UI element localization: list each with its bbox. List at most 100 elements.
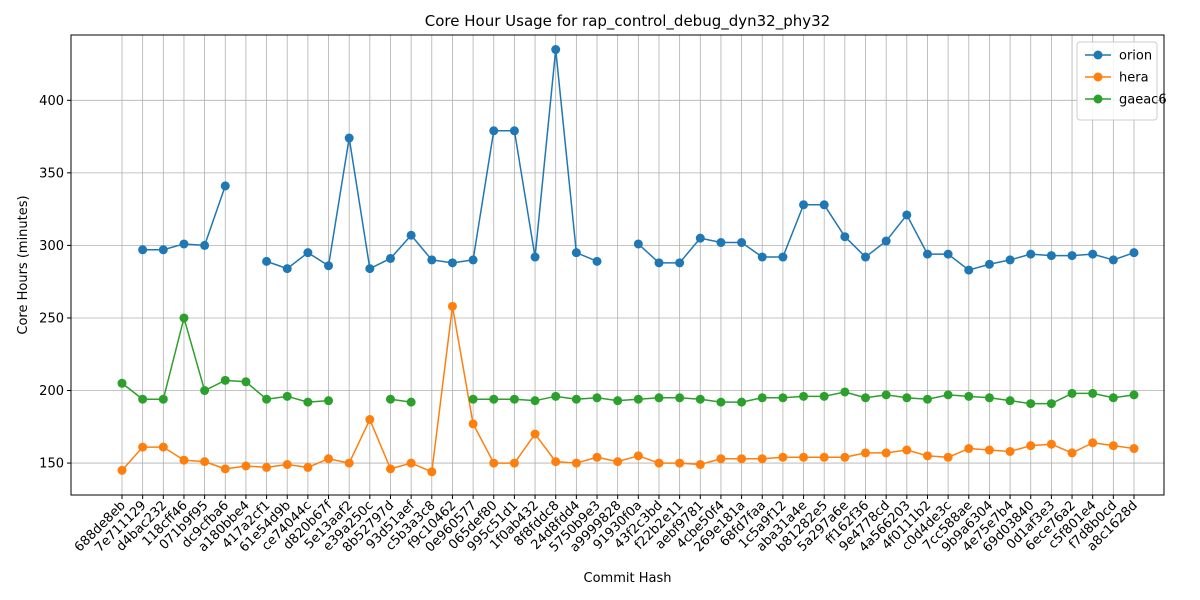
- data-point-gaeac6: [819, 391, 829, 401]
- data-point-orion: [819, 200, 829, 210]
- data-point-gaeac6: [385, 394, 395, 404]
- data-point-orion: [551, 45, 561, 55]
- data-point-hera: [881, 448, 891, 458]
- data-point-gaeac6: [262, 394, 272, 404]
- data-point-hera: [262, 462, 272, 472]
- y-tick-label: 250: [39, 311, 64, 326]
- data-point-hera: [138, 442, 148, 452]
- data-point-gaeac6: [1108, 393, 1118, 403]
- data-point-hera: [1088, 438, 1098, 448]
- data-point-hera: [179, 455, 189, 465]
- data-point-gaeac6: [551, 391, 561, 401]
- y-tick-label: 200: [39, 384, 64, 399]
- data-point-hera: [675, 458, 685, 468]
- data-point-orion: [489, 126, 499, 136]
- data-point-orion: [757, 252, 767, 262]
- legend-marker-orion: [1093, 50, 1103, 60]
- data-point-gaeac6: [654, 393, 664, 403]
- data-point-gaeac6: [1067, 388, 1077, 398]
- data-point-gaeac6: [799, 391, 809, 401]
- data-point-hera: [551, 457, 561, 467]
- data-point-orion: [1129, 248, 1139, 258]
- data-point-hera: [489, 458, 499, 468]
- data-point-hera: [613, 457, 623, 467]
- data-point-orion: [200, 240, 210, 250]
- data-point-gaeac6: [138, 394, 148, 404]
- data-point-hera: [117, 465, 127, 475]
- data-point-gaeac6: [489, 394, 499, 404]
- data-point-hera: [158, 442, 168, 452]
- data-point-gaeac6: [509, 394, 519, 404]
- data-point-gaeac6: [757, 393, 767, 403]
- data-point-orion: [902, 210, 912, 220]
- data-point-hera: [695, 460, 705, 470]
- data-point-orion: [138, 245, 148, 255]
- data-point-hera: [922, 451, 932, 461]
- data-point-hera: [241, 461, 251, 471]
- data-point-hera: [654, 458, 664, 468]
- data-point-hera: [365, 415, 375, 425]
- data-point-orion: [881, 236, 891, 246]
- data-point-orion: [158, 245, 168, 255]
- data-point-gaeac6: [861, 393, 871, 403]
- data-point-gaeac6: [840, 387, 850, 397]
- data-point-orion: [654, 258, 664, 268]
- data-point-hera: [902, 445, 912, 455]
- data-point-orion: [1088, 249, 1098, 259]
- data-point-gaeac6: [530, 396, 540, 406]
- data-point-hera: [757, 454, 767, 464]
- data-point-orion: [282, 264, 292, 274]
- data-point-orion: [344, 133, 354, 143]
- data-point-orion: [1046, 251, 1056, 261]
- data-point-gaeac6: [324, 396, 334, 406]
- data-point-gaeac6: [778, 393, 788, 403]
- data-point-orion: [303, 248, 313, 258]
- data-point-hera: [571, 458, 581, 468]
- data-point-orion: [179, 239, 189, 249]
- data-point-gaeac6: [117, 378, 127, 388]
- data-point-orion: [385, 253, 395, 263]
- data-point-hera: [737, 454, 747, 464]
- data-point-hera: [633, 451, 643, 461]
- data-point-gaeac6: [943, 390, 953, 400]
- data-point-gaeac6: [1088, 388, 1098, 398]
- data-point-orion: [675, 258, 685, 268]
- data-point-gaeac6: [716, 397, 726, 407]
- data-point-hera: [385, 464, 395, 474]
- y-tick-label: 350: [39, 166, 64, 181]
- series-hera: [117, 301, 1139, 477]
- data-point-gaeac6: [984, 393, 994, 403]
- data-point-orion: [262, 256, 272, 266]
- data-point-gaeac6: [675, 393, 685, 403]
- data-point-hera: [1108, 441, 1118, 451]
- legend-marker-gaeac6: [1093, 94, 1103, 104]
- data-point-orion: [778, 252, 788, 262]
- data-point-orion: [840, 232, 850, 242]
- y-tick-label: 150: [39, 457, 64, 472]
- legend-marker-hera: [1093, 72, 1103, 82]
- data-point-orion: [1067, 251, 1077, 261]
- data-point-hera: [200, 457, 210, 467]
- data-point-orion: [220, 181, 230, 191]
- data-point-orion: [633, 239, 643, 249]
- data-point-gaeac6: [737, 397, 747, 407]
- x-axis-title: Commit Hash: [584, 571, 672, 586]
- data-point-orion: [695, 233, 705, 243]
- data-point-hera: [1129, 444, 1139, 454]
- data-point-gaeac6: [571, 394, 581, 404]
- data-point-orion: [964, 265, 974, 275]
- data-point-hera: [303, 462, 313, 472]
- data-point-hera: [840, 452, 850, 462]
- data-point-gaeac6: [922, 394, 932, 404]
- data-point-orion: [468, 255, 478, 265]
- data-point-gaeac6: [613, 396, 623, 406]
- data-point-orion: [922, 249, 932, 259]
- data-point-hera: [964, 444, 974, 454]
- data-point-hera: [1026, 441, 1036, 451]
- data-point-hera: [427, 467, 437, 477]
- data-point-hera: [509, 458, 519, 468]
- data-point-gaeac6: [468, 394, 478, 404]
- data-point-hera: [1046, 439, 1056, 449]
- data-point-hera: [799, 452, 809, 462]
